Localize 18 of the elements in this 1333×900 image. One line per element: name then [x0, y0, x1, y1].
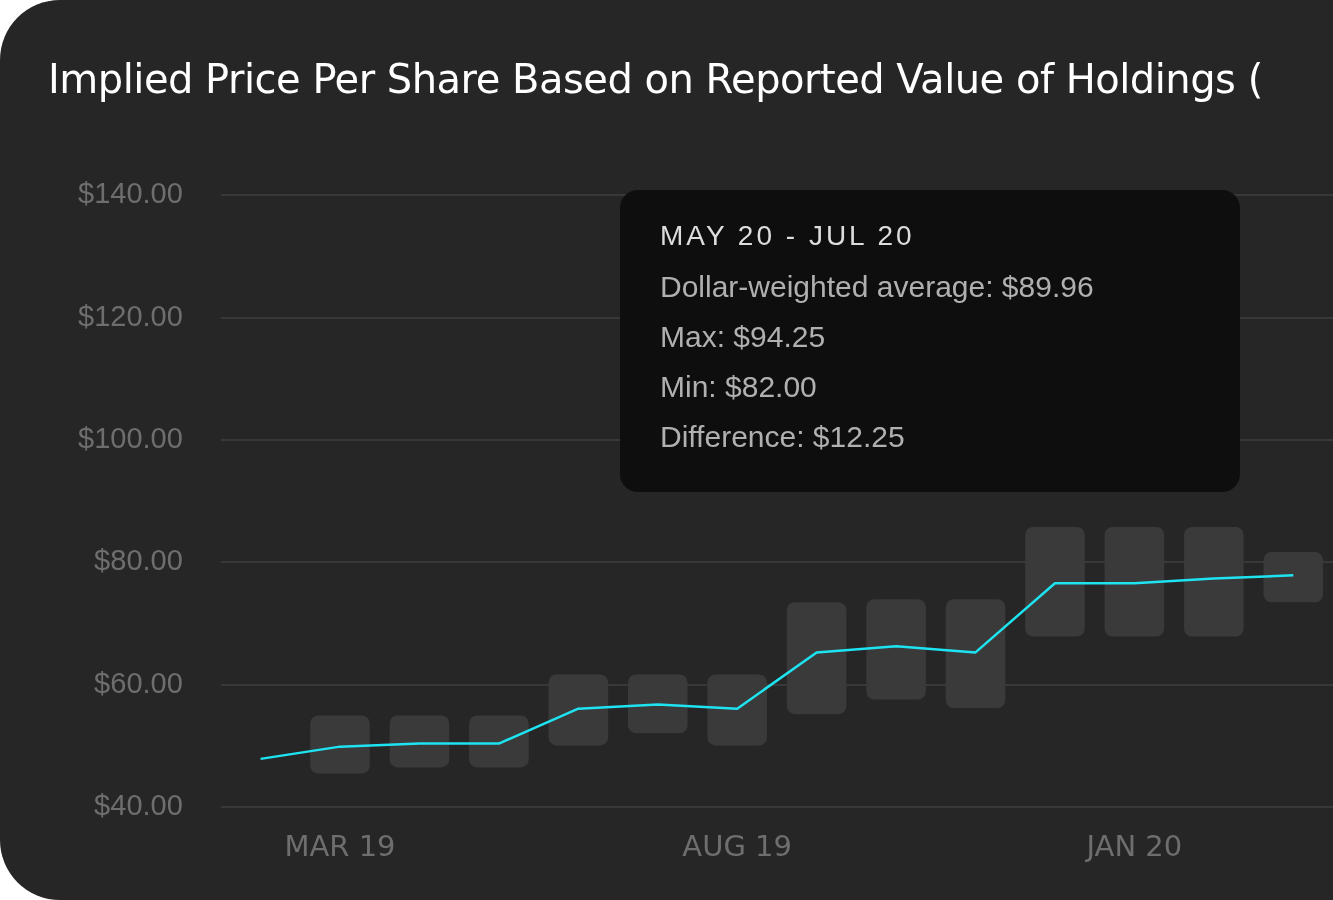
y-tick-label: $80.00 — [94, 544, 183, 577]
annotation: Max: $94.25 — [660, 320, 827, 354]
bar — [310, 715, 370, 774]
y-tick-label: $120.00 — [78, 299, 183, 332]
annotation: MAY 20 - JUL 20 — [660, 220, 916, 252]
y-tick-label: $140.00 — [78, 177, 183, 210]
x-tick-label: AUG 19 — [682, 829, 793, 864]
y-tick-label: $100.00 — [78, 422, 183, 455]
annotation: Difference: $12.25 — [660, 420, 906, 454]
bar — [389, 715, 450, 768]
bar — [469, 715, 529, 768]
x-tick-label: JAN 20 — [1084, 829, 1183, 864]
x-tick-label: MAR 19 — [284, 829, 396, 864]
y-tick-label: $60.00 — [94, 666, 183, 699]
y-tick-label: $40.00 — [94, 789, 183, 822]
chart-title: Implied Price Per Share Based on Reported Value of Holdings ( — [48, 56, 1263, 102]
annotation: Min: $82.00 — [660, 370, 818, 404]
annotation: Dollar-weighted average: $89.96 — [660, 270, 1095, 304]
